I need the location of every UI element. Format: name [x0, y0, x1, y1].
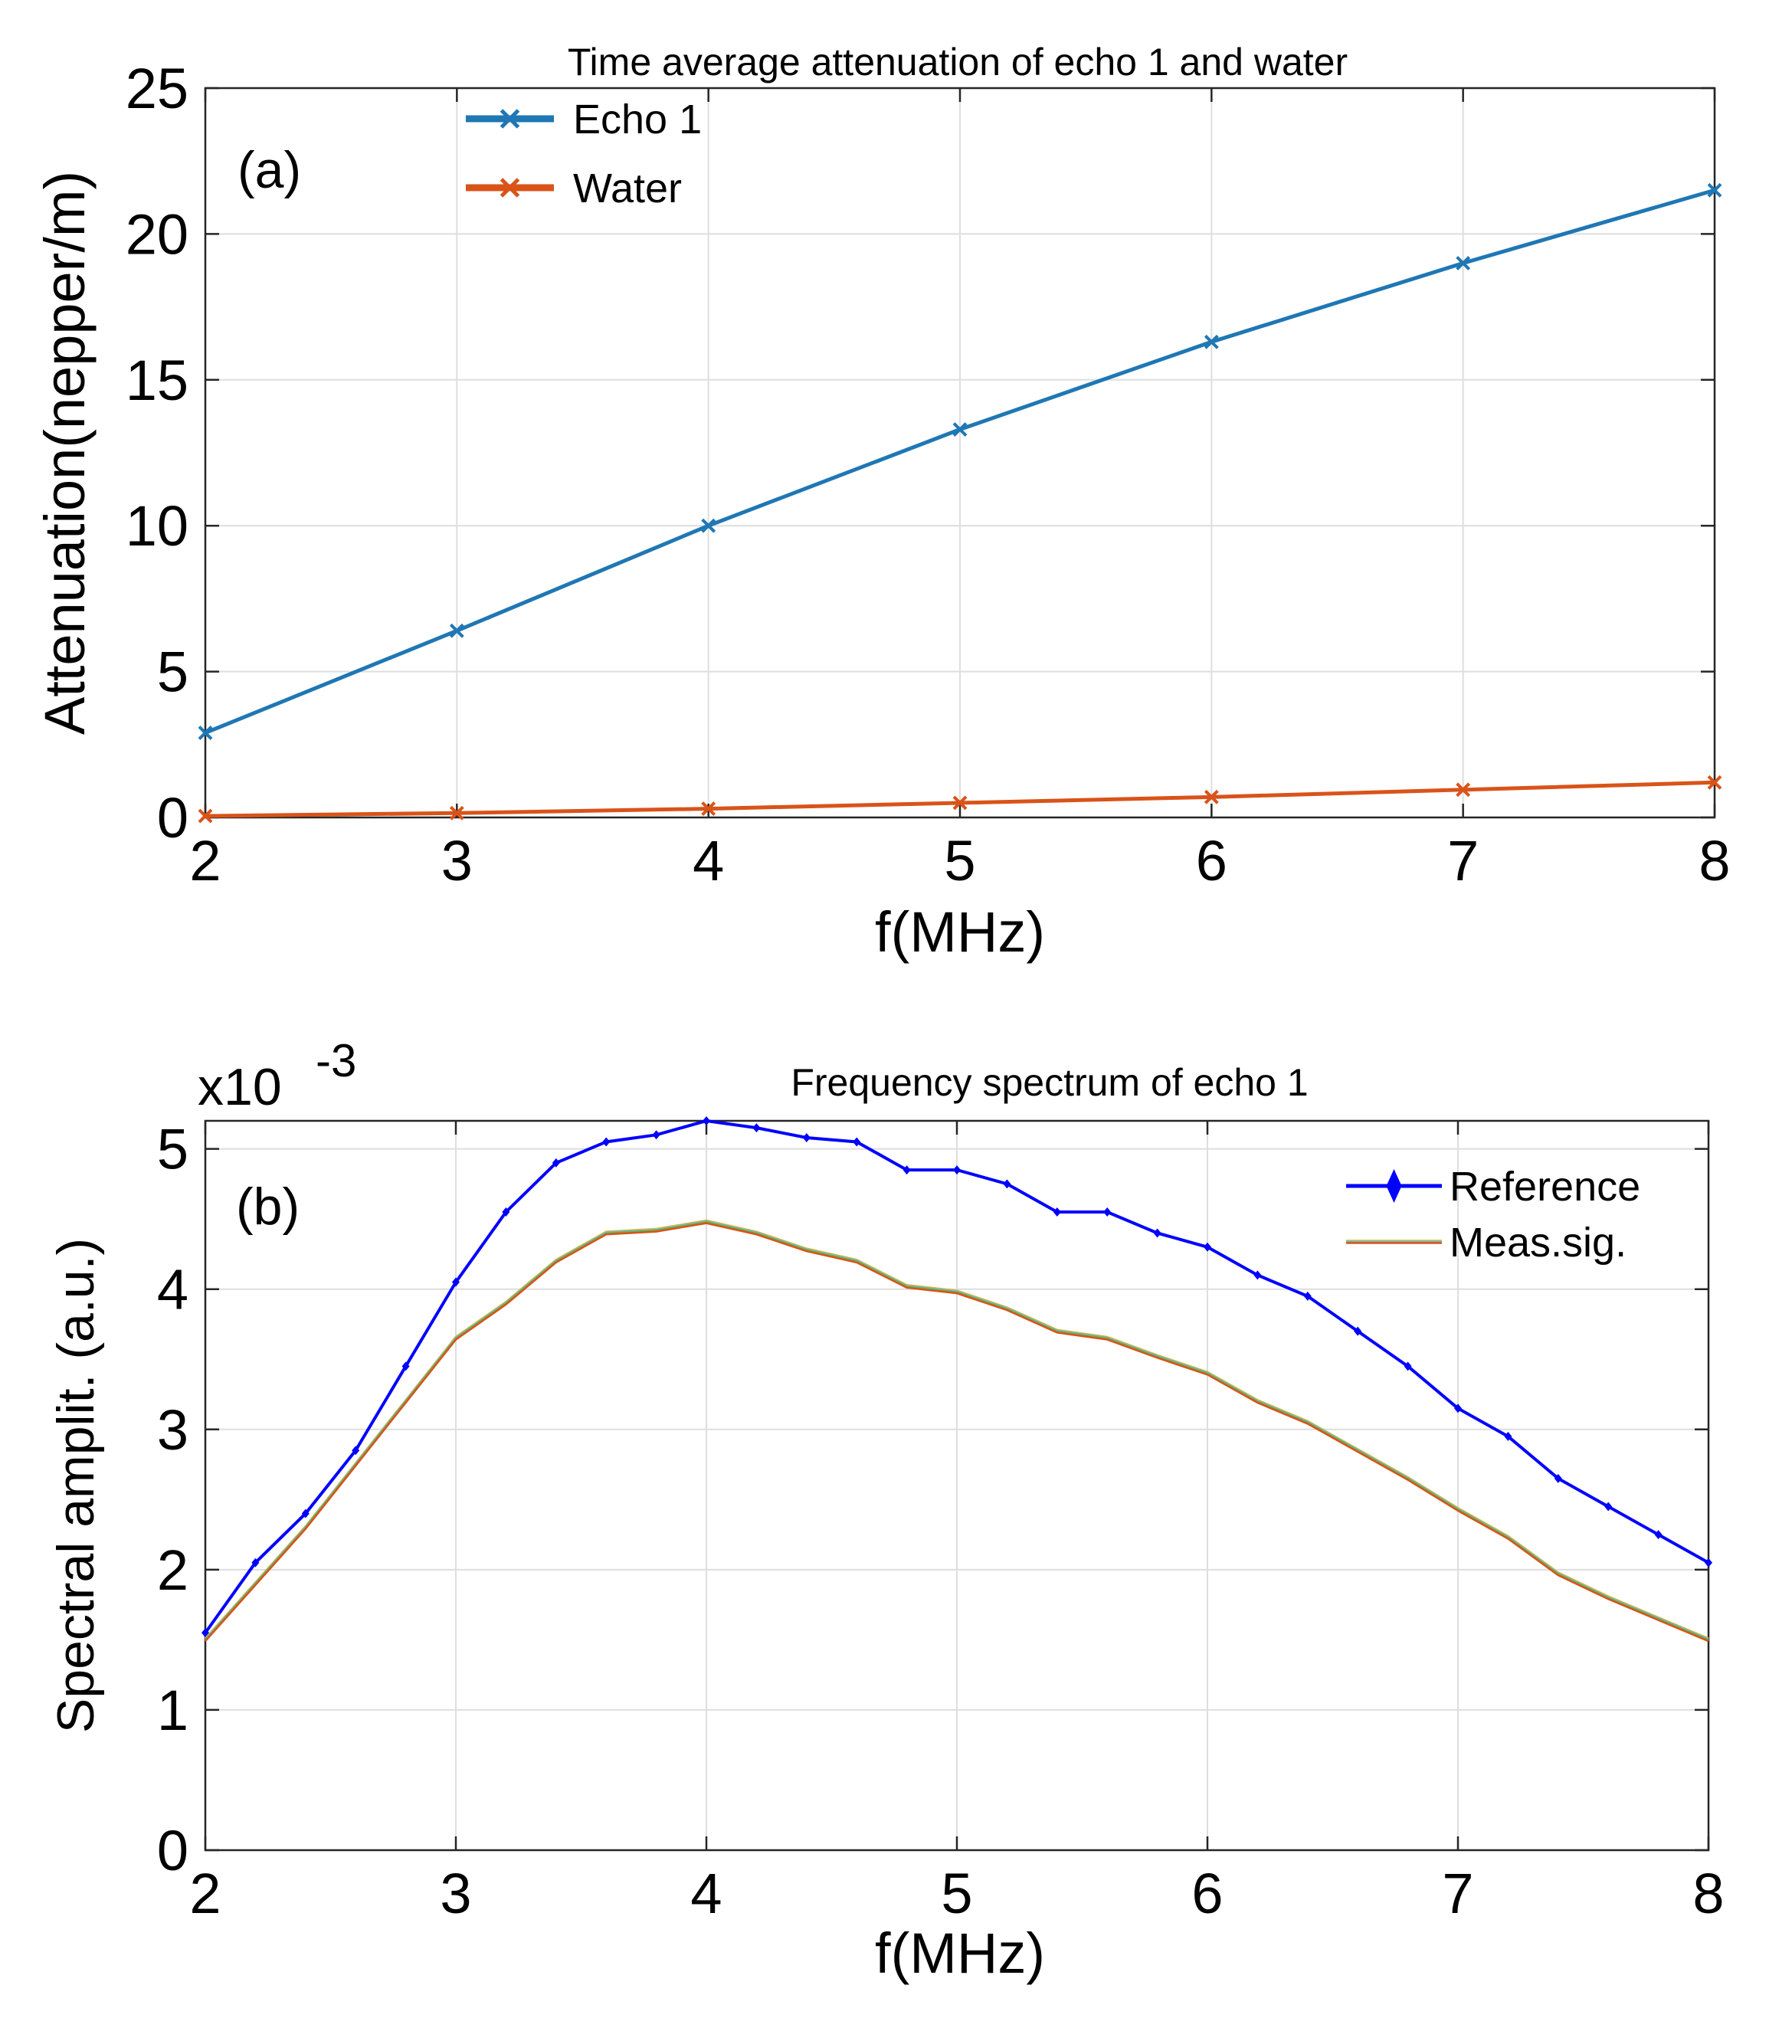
- b-series-0-point-17: [1053, 1207, 1061, 1217]
- a-series-0-point-4: [1204, 334, 1219, 349]
- b-x-tick-label-5: 5: [941, 1862, 972, 1925]
- b-y-tick-label-1: 1: [157, 1679, 188, 1742]
- panel-b-series: [201, 1116, 1712, 1643]
- b-x-tick-label-3: 3: [440, 1862, 471, 1925]
- b-series-0-point-26: [1504, 1431, 1512, 1441]
- panel-a-legend: Echo 1 Water: [466, 97, 702, 211]
- b-x-tick-label-6: 6: [1191, 1862, 1223, 1925]
- b-series-0-point-10: [703, 1116, 710, 1125]
- b-x-tick-label-2: 2: [189, 1862, 221, 1925]
- b-series-0-point-3: [352, 1446, 360, 1456]
- b-series-0-point-25: [1454, 1404, 1462, 1413]
- b-series-0-point-4: [401, 1361, 410, 1371]
- b-x-tick-label-7: 7: [1442, 1862, 1473, 1925]
- b-series-0-point-13: [853, 1137, 861, 1147]
- b-series-0-point-6: [502, 1207, 510, 1217]
- panel-a-axes: 2 3 4 5 6 7 8 0 5 10 15 20 25: [126, 57, 1731, 893]
- b-series-0-point-11: [752, 1123, 761, 1133]
- a-series-0-point-0: [198, 726, 213, 740]
- b-series-0-point-14: [903, 1165, 911, 1175]
- b-x-tick-label-4: 4: [690, 1862, 722, 1925]
- a-y-tick-label-5: 5: [157, 640, 188, 704]
- b-series-0-point-15: [953, 1165, 961, 1175]
- a-series-0-point-6: [1707, 182, 1722, 198]
- b-y-tick-label-2: 2: [157, 1538, 188, 1602]
- a-series-0-point-5: [1456, 256, 1471, 270]
- a-series-1-point-2: [701, 801, 716, 816]
- a-series-0-point-3: [952, 422, 968, 437]
- a-legend-label-0: Echo 1: [573, 97, 702, 142]
- panel-b-exponent-label: x10: [198, 1058, 282, 1116]
- b-legend-label-1: Meas.sig.: [1450, 1220, 1627, 1266]
- panel-a-title: Time average attenuation of echo 1 and w…: [568, 41, 1348, 84]
- b-series-0-point-19: [1153, 1228, 1161, 1238]
- b-series-0-point-24: [1404, 1361, 1412, 1371]
- a-series-1-point-1: [449, 805, 464, 821]
- b-series-0-point-29: [1654, 1530, 1663, 1540]
- panel-b-legend: Reference Meas.sig.: [1346, 1164, 1640, 1266]
- panel-a-y-axis-label: Attenuation(nepper/m): [33, 171, 97, 735]
- panel-b-title: Frequency spectrum of echo 1: [791, 1061, 1308, 1104]
- b-y-tick-label-3: 3: [157, 1398, 188, 1462]
- b-y-tick-label-4: 4: [157, 1258, 188, 1322]
- b-series-0-point-2: [301, 1508, 310, 1518]
- b-series-0-point-23: [1354, 1326, 1362, 1336]
- a-legend-entry-0: Echo 1: [466, 97, 702, 142]
- b-series-0-point-21: [1253, 1270, 1262, 1280]
- a-series-0-point-1: [449, 623, 464, 638]
- panel-b-axes: 2 3 4 5 6 7 8 0 1 2 3 4 5: [157, 1118, 1725, 1925]
- b-y-tick-label-5: 5: [157, 1118, 188, 1181]
- a-x-tick-label-4: 4: [693, 829, 724, 893]
- b-series-0-point-28: [1604, 1502, 1613, 1512]
- a-y-tick-label-15: 15: [126, 349, 188, 412]
- a-series-1-point-5: [1456, 782, 1471, 798]
- panel-a-series: [198, 182, 1722, 824]
- b-legend-label-0: Reference: [1450, 1164, 1640, 1210]
- b-series-0-point-8: [602, 1137, 611, 1147]
- b-series-0-point-16: [1003, 1179, 1011, 1189]
- b-series-meas-line-3: [205, 1222, 1709, 1643]
- b-series-0-point-7: [552, 1158, 560, 1168]
- panel-b-exponent-power: -3: [316, 1035, 356, 1086]
- panel-a-label: (a): [238, 141, 301, 199]
- b-x-tick-label-8: 8: [1692, 1862, 1724, 1925]
- b-series-0-point-5: [452, 1277, 460, 1287]
- b-y-tick-label-0: 0: [157, 1819, 188, 1882]
- a-y-tick-label-0: 0: [157, 786, 188, 850]
- b-series-0-point-18: [1103, 1207, 1112, 1217]
- b-legend-entry-1: Meas.sig.: [1346, 1220, 1627, 1266]
- b-series-0-point-30: [1705, 1558, 1712, 1567]
- a-series-1-point-3: [952, 795, 968, 811]
- b-series-0-point-9: [652, 1130, 660, 1140]
- a-series-0-point-2: [701, 518, 716, 533]
- a-series-1-point-6: [1707, 775, 1722, 790]
- panel-b-x-axis-label: f(MHz): [875, 1921, 1045, 1985]
- panel-a-attenuation-chart: 2 3 4 5 6 7 8 0 5 10 15 20 25 Time average attenuati…: [33, 41, 1731, 964]
- panel-a-x-axis-label: f(MHz): [875, 900, 1045, 964]
- b-series-0-point-27: [1554, 1473, 1562, 1483]
- a-legend-label-1: Water: [573, 165, 682, 211]
- panel-b-y-axis-label: Spectral amplit. (a.u.): [47, 1238, 105, 1733]
- b-legend-entry-0: Reference: [1346, 1164, 1640, 1210]
- b-series-0-point-12: [802, 1132, 811, 1142]
- a-y-tick-label-10: 10: [126, 494, 188, 558]
- a-y-tick-label-20: 20: [126, 202, 188, 266]
- b-series-0-point-20: [1204, 1242, 1211, 1252]
- a-x-tick-label-8: 8: [1699, 829, 1730, 893]
- panel-b-spectrum-chart: 2 3 4 5 6 7 8 0 1 2 3 4 5 Frequency spectrum of echo…: [47, 1035, 1725, 1985]
- a-x-tick-label-5: 5: [944, 829, 975, 893]
- a-x-tick-label-6: 6: [1196, 829, 1227, 893]
- a-series-1-point-4: [1204, 789, 1219, 804]
- a-x-tick-label-2: 2: [189, 829, 221, 893]
- a-x-tick-label-7: 7: [1447, 829, 1479, 893]
- a-series-1-point-0: [198, 808, 213, 824]
- a-y-tick-label-25: 25: [126, 57, 188, 120]
- b-series-0-point-22: [1303, 1291, 1312, 1301]
- panel-b-label: (b): [236, 1178, 300, 1236]
- a-x-tick-label-3: 3: [441, 829, 473, 893]
- a-legend-entry-1: Water: [466, 165, 682, 211]
- b-series-0-point-1: [251, 1558, 260, 1567]
